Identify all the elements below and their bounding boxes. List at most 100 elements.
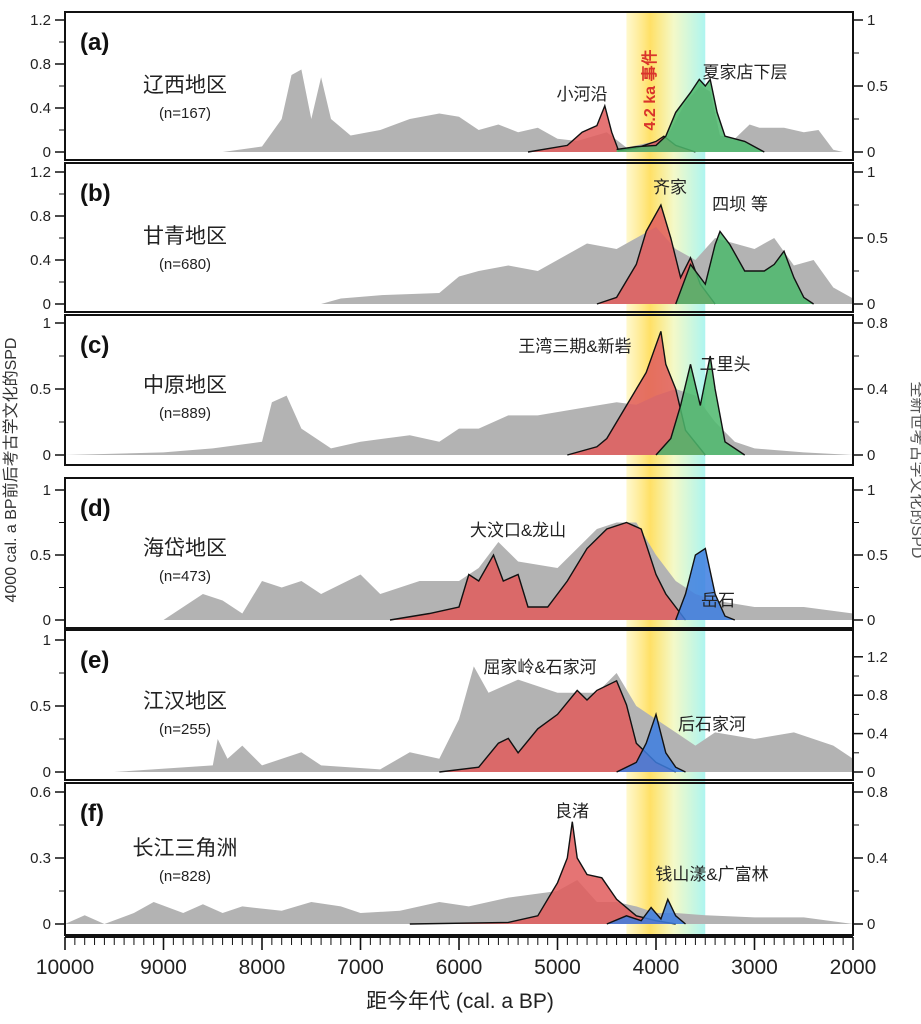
y-tick-label-left: 0 <box>43 916 51 933</box>
panel-a: 小河沿 夏家店下层 (a) 辽西地区 (n=167) 0 0.4 0.8 1.2 0 0.5 1 <box>30 11 888 161</box>
y-tick-label-left: 1 <box>43 632 51 649</box>
y-tick-label-left: 0 <box>43 296 51 313</box>
y-tick-label-right: 0 <box>867 144 875 161</box>
panel-letter: (d) <box>80 495 111 522</box>
panel-letter: (b) <box>80 180 111 207</box>
culture-spd-area <box>675 548 735 620</box>
y-tick-label-left: 0 <box>43 612 51 629</box>
panel-frame <box>64 629 854 781</box>
x-tick-label: 6000 <box>436 956 483 979</box>
y-tick-label-right: 1 <box>867 164 875 181</box>
culture-label: 二里头 <box>700 355 751 374</box>
x-tick-label: 5000 <box>534 956 581 979</box>
culture-spd-line <box>606 897 686 925</box>
culture-label: 四坝 等 <box>712 195 768 214</box>
y-tick-label-left: 0.8 <box>30 208 51 225</box>
x-axis-title: 距今年代 (cal. a BP) <box>366 990 554 1013</box>
y-tick-label-left: 1 <box>43 315 51 332</box>
y-tick-label-right: 0.8 <box>867 784 888 801</box>
y-tick-label-left: 0 <box>43 144 51 161</box>
y-tick-label-left: 0.6 <box>30 784 51 801</box>
y-tick-label-right: 0 <box>867 764 875 781</box>
event-band-rect <box>626 12 706 935</box>
region-name: 长江三角洲 <box>133 837 238 860</box>
y-tick-label-right: 1 <box>867 482 875 499</box>
y-tick-label-right: 0 <box>867 916 875 933</box>
culture-label: 屈家岭&石家河 <box>483 658 596 677</box>
y-tick-label-right: 0 <box>867 296 875 313</box>
y-tick-label-left: 0.5 <box>30 547 51 564</box>
culture-spd-line <box>616 77 765 153</box>
y-tick-label-left: 0.5 <box>30 698 51 715</box>
x-tick-label: 2000 <box>830 956 877 979</box>
culture-label: 岳石 <box>701 591 735 610</box>
region-name: 甘青地区 <box>143 225 227 248</box>
x-tick-label: 4000 <box>633 956 680 979</box>
x-axis: 10000 9000 8000 7000 6000 5000 4000 3000 2000 <box>36 936 877 979</box>
y-tick-label-left: 1 <box>43 482 51 499</box>
y-tick-label-right: 0.5 <box>867 230 888 247</box>
culture-spd-line <box>675 547 736 621</box>
region-name: 海岱地区 <box>143 537 227 560</box>
y-tick-label-left: 0.3 <box>30 850 51 867</box>
culture-spd-area <box>567 331 706 455</box>
y-tick-label-left: 0 <box>43 764 51 781</box>
y-tick-label-left: 0.5 <box>30 381 51 398</box>
y-tick-label-right: 0.4 <box>867 850 888 867</box>
panel-frame <box>64 477 854 629</box>
y-tick-label-left: 0 <box>43 447 51 464</box>
y-tick-label-right: 0 <box>867 447 875 464</box>
y-axis-title-right: 全新世考古学文化的SPD <box>908 382 921 559</box>
culture-label: 夏家店下层 <box>703 63 788 82</box>
sample-count: (n=889) <box>159 405 211 422</box>
sample-count: (n=680) <box>159 256 211 273</box>
culture-spd-area <box>616 79 765 152</box>
y-tick-label-right: 0.8 <box>867 315 888 332</box>
total-spd-area <box>65 389 853 455</box>
y-tick-label-right: 0 <box>867 612 875 629</box>
panel-letter: (e) <box>80 647 109 674</box>
x-tick-label: 10000 <box>36 956 94 979</box>
y-tick-label-left: 0.8 <box>30 56 51 73</box>
y-tick-label-left: 1.2 <box>30 164 51 181</box>
culture-spd-line <box>616 711 686 773</box>
region-name: 中原地区 <box>143 374 227 397</box>
event-band-label: 4.2 ka 事件 <box>640 50 659 131</box>
sample-count: (n=167) <box>159 105 211 122</box>
panel-letter: (f) <box>80 800 104 827</box>
y-tick-label-left: 0.4 <box>30 252 51 269</box>
y-tick-label-left: 0.4 <box>30 100 51 117</box>
sample-count: (n=473) <box>159 568 211 585</box>
culture-spd-area <box>409 821 676 924</box>
y-tick-label-right: 0.5 <box>867 78 888 95</box>
y-tick-label-left: 1.2 <box>30 12 51 29</box>
region-name: 江汉地区 <box>143 690 227 713</box>
culture-spd-line <box>389 521 687 621</box>
culture-spd-line <box>409 821 676 925</box>
culture-spd-line <box>675 229 814 305</box>
y-tick-label-right: 0.5 <box>867 547 888 564</box>
sample-count: (n=828) <box>159 868 211 885</box>
culture-spd-area <box>675 231 814 304</box>
y-tick-label-right: 1.2 <box>867 649 888 666</box>
sample-count: (n=255) <box>159 721 211 738</box>
region-name: 辽西地区 <box>143 74 227 97</box>
y-tick-label-right: 0.4 <box>867 381 888 398</box>
total-spd-area <box>65 880 853 924</box>
culture-label: 钱山漾&广富林 <box>655 865 768 884</box>
y-tick-label-right: 1 <box>867 12 875 29</box>
culture-label: 王湾三期&新砦 <box>518 337 631 356</box>
x-tick-label: 7000 <box>337 956 384 979</box>
culture-spd-area <box>390 522 686 620</box>
culture-spd-area <box>439 680 676 772</box>
total-spd-area <box>114 666 854 772</box>
event-band <box>626 12 706 935</box>
panel-frame <box>64 782 854 936</box>
culture-spd-line <box>655 355 746 456</box>
culture-label: 后石家河 <box>678 715 746 734</box>
